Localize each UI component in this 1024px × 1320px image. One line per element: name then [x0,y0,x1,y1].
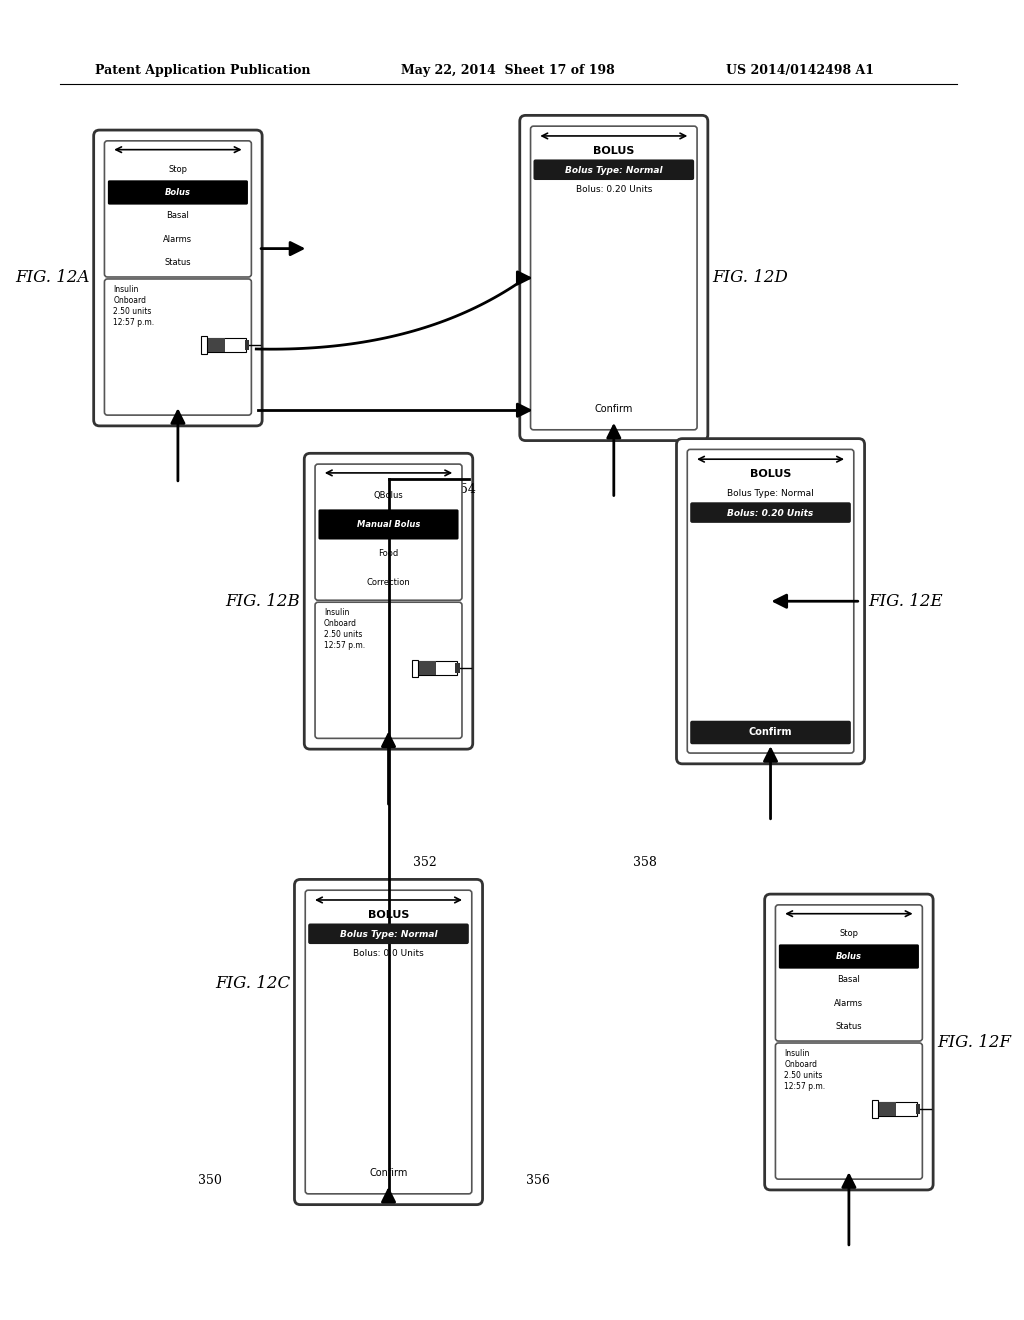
FancyBboxPatch shape [315,465,462,601]
FancyBboxPatch shape [677,438,864,764]
FancyBboxPatch shape [775,906,923,1041]
Text: BOLUS: BOLUS [750,469,792,479]
Bar [879,1102,918,1115]
Bar [207,338,225,352]
Bar [879,1102,896,1115]
FancyBboxPatch shape [104,279,251,414]
Text: Onboard: Onboard [114,296,146,305]
Text: US 2014/0142498 A1: US 2014/0142498 A1 [726,63,873,77]
Text: BOLUS: BOLUS [593,145,635,156]
FancyBboxPatch shape [315,602,462,738]
FancyBboxPatch shape [779,944,919,969]
FancyBboxPatch shape [775,1043,923,1179]
FancyBboxPatch shape [534,160,694,180]
Text: FIG. 12C: FIG. 12C [215,974,291,991]
Text: 352: 352 [413,855,437,869]
Text: 358: 358 [634,855,657,869]
Text: Food: Food [379,549,398,558]
FancyBboxPatch shape [308,924,469,944]
Text: Stop: Stop [840,929,858,937]
Bar [412,660,418,677]
Bar [202,337,207,354]
FancyBboxPatch shape [305,890,472,1193]
Bar [418,661,435,676]
Text: 350: 350 [770,483,795,496]
Text: Confirm: Confirm [370,1168,408,1179]
Text: 356: 356 [525,1173,550,1187]
Text: Alarms: Alarms [835,999,863,1007]
Text: Basal: Basal [838,975,860,985]
FancyBboxPatch shape [304,453,473,750]
Text: Insulin: Insulin [784,1049,810,1059]
Text: Insulin: Insulin [114,285,138,294]
Text: BOLUS: BOLUS [368,909,410,920]
Text: FIG. 12B: FIG. 12B [225,593,300,610]
FancyBboxPatch shape [104,141,251,277]
Text: FIG. 12D: FIG. 12D [712,269,787,286]
FancyBboxPatch shape [690,503,851,523]
FancyBboxPatch shape [687,449,854,752]
Text: 2.50 units: 2.50 units [324,630,362,639]
Text: Bolus: 0.0 Units: Bolus: 0.0 Units [353,949,424,958]
Text: Status: Status [165,257,191,267]
Text: QBolus: QBolus [374,491,403,500]
FancyBboxPatch shape [520,115,708,441]
Text: Alarms: Alarms [164,235,193,244]
Text: Confirm: Confirm [749,727,793,738]
Text: Correction: Correction [367,578,411,587]
FancyBboxPatch shape [690,721,851,744]
Bar [915,1105,921,1114]
FancyBboxPatch shape [295,879,482,1205]
Text: Bolus Type: Normal: Bolus Type: Normal [565,166,663,174]
Bar [872,1101,879,1118]
FancyBboxPatch shape [108,181,248,205]
Text: Manual Bolus: Manual Bolus [356,520,420,529]
Text: Patent Application Publication: Patent Application Publication [94,63,310,77]
Text: 2.50 units: 2.50 units [114,306,152,315]
Text: 12:57 p.m.: 12:57 p.m. [114,318,155,326]
Text: 354: 354 [453,483,476,496]
Text: Confirm: Confirm [595,404,633,414]
Text: Bolus: 0.20 Units: Bolus: 0.20 Units [727,508,814,517]
Text: FIG. 12F: FIG. 12F [937,1034,1011,1051]
Text: 350: 350 [198,1173,221,1187]
Text: Status: Status [836,1022,862,1031]
Bar [207,338,247,352]
Bar [455,664,460,673]
Text: Bolus: 0.20 Units: Bolus: 0.20 Units [575,185,652,194]
FancyBboxPatch shape [93,131,262,426]
FancyBboxPatch shape [530,127,697,430]
FancyBboxPatch shape [318,510,459,540]
Text: 12:57 p.m.: 12:57 p.m. [324,640,365,649]
Text: 12:57 p.m.: 12:57 p.m. [784,1081,825,1090]
Text: May 22, 2014  Sheet 17 of 198: May 22, 2014 Sheet 17 of 198 [401,63,614,77]
Text: 2.50 units: 2.50 units [784,1071,822,1080]
Text: FIG. 12A: FIG. 12A [15,269,90,286]
Text: Bolus Type: Normal: Bolus Type: Normal [340,929,437,939]
Text: Basal: Basal [167,211,189,220]
Text: Bolus: Bolus [165,187,190,197]
FancyBboxPatch shape [765,894,933,1189]
Text: Onboard: Onboard [324,619,356,628]
Text: Bolus Type: Normal: Bolus Type: Normal [727,488,814,498]
Text: Onboard: Onboard [784,1060,817,1069]
Bar [245,341,250,350]
Text: Stop: Stop [168,165,187,174]
Text: Insulin: Insulin [324,609,349,618]
Text: FIG. 12E: FIG. 12E [868,593,943,610]
Bar [418,661,457,676]
Text: Bolus: Bolus [836,952,862,961]
